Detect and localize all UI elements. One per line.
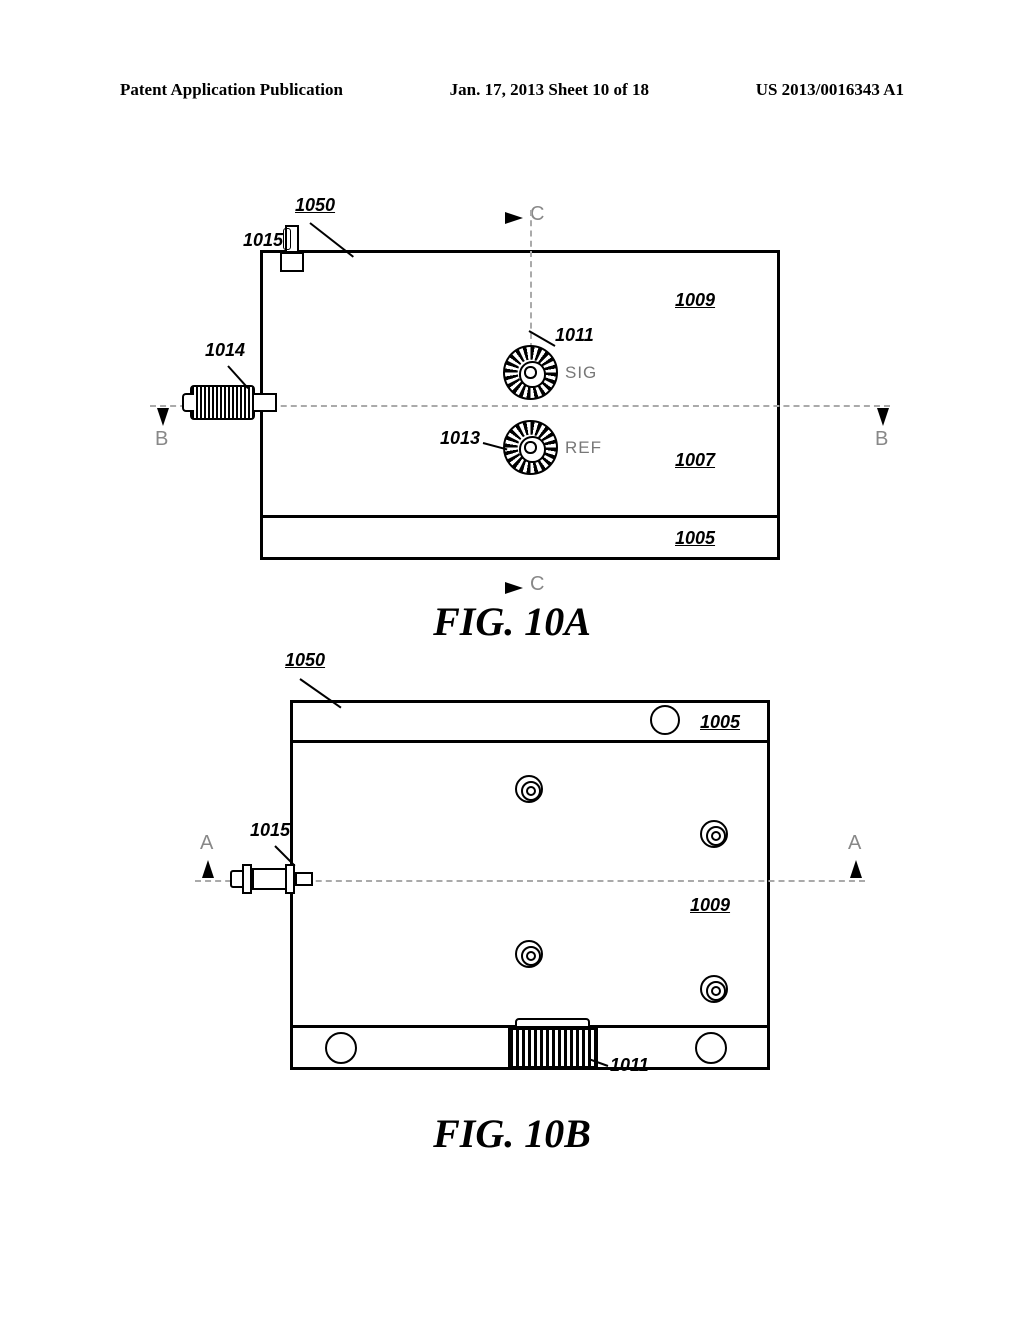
hole-top: [650, 705, 680, 735]
fig10a-front-view: B B 1014 SIG 1011 REF 1013 1009 1: [260, 250, 780, 560]
section-a-left: A: [200, 832, 213, 855]
screw-ll: [515, 940, 543, 968]
ref-1015-a: 1015: [243, 230, 283, 251]
fit-1015-bore: [283, 228, 291, 250]
fitting-1015-b: [230, 858, 308, 900]
section-a-arrow-right: [850, 860, 862, 878]
hole-br: [695, 1032, 727, 1064]
hole-bl: [325, 1032, 357, 1064]
section-c-arrow-bot: [505, 582, 523, 594]
fit-1015-body: [280, 252, 304, 272]
section-b-left: B: [155, 428, 168, 451]
fan-body: [508, 1028, 598, 1068]
fig10b-top-view: A A 1005 1009 1015 1011: [290, 700, 770, 1070]
ref-1009-b: 1009: [690, 895, 730, 916]
fit-1015b-flange2: [285, 864, 295, 894]
gear-ref-bore: [524, 441, 536, 453]
section-c-arrow-top: [505, 212, 523, 224]
section-a-arrow-left: [202, 860, 214, 878]
ref-1009-a: 1009: [675, 290, 715, 311]
ref-1013: 1013: [440, 428, 480, 449]
ref-1014: 1014: [205, 340, 245, 361]
screw-ur: [700, 820, 728, 848]
screw-lr: [700, 975, 728, 1003]
fitting-1014: [190, 375, 280, 430]
fit-1014-knurl: [190, 385, 255, 420]
ref-1015-b: 1015: [250, 820, 290, 841]
gear-ref: [503, 420, 558, 475]
ref-1050-b: 1050: [285, 650, 325, 671]
top-band-1: [290, 740, 770, 743]
header-center: Jan. 17, 2013 Sheet 10 of 18: [450, 80, 649, 100]
label-ref: REF: [565, 438, 602, 458]
section-a-right: A: [848, 832, 861, 855]
caption-10a: FIG. 10A: [0, 598, 1024, 645]
section-b-arrow-left: [157, 408, 169, 426]
caption-10b: FIG. 10B: [0, 1110, 1024, 1157]
section-b-right: B: [875, 428, 888, 451]
fan-cap: [515, 1018, 590, 1028]
section-c-bot: C: [530, 573, 544, 596]
label-sig: SIG: [565, 363, 597, 383]
ref-1011-b: 1011: [610, 1055, 649, 1076]
ref-1011-a: 1011: [555, 325, 594, 346]
ref-1005-b: 1005: [700, 712, 740, 733]
top-housing: [290, 700, 770, 1070]
ref-1005-a: 1005: [675, 528, 715, 549]
header-left: Patent Application Publication: [120, 80, 343, 100]
fit-1014-cap: [182, 393, 194, 412]
front-base-band: [260, 515, 780, 518]
section-c-top: C: [530, 203, 544, 226]
fit-1014-neck: [252, 393, 277, 412]
fit-1015b-neck: [295, 872, 313, 886]
fit-1015b-body: [252, 868, 288, 890]
ref-1050-a: 1050: [295, 195, 335, 216]
screw-ul: [515, 775, 543, 803]
section-b-arrow-right: [877, 408, 889, 426]
ref-1007: 1007: [675, 450, 715, 471]
header-right: US 2013/0016343 A1: [756, 80, 904, 100]
fit-1015b-flange1: [242, 864, 252, 894]
gear-sig-bore: [524, 366, 536, 378]
gear-sig: [503, 345, 558, 400]
